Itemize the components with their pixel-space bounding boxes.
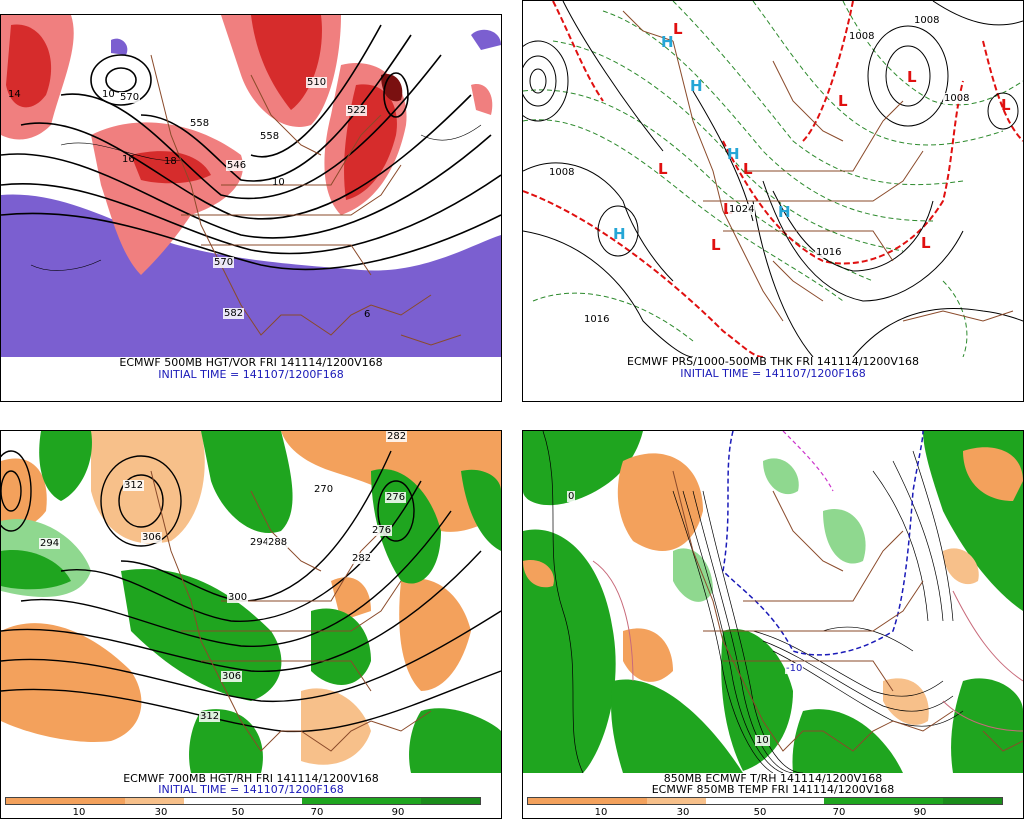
colorbar-tick: 90 [391, 807, 405, 818]
isobar-label: 1016 [583, 314, 611, 325]
contour-label: 306 [221, 671, 243, 682]
isobar-label: 1008 [548, 167, 576, 178]
contour-label: 276 [371, 525, 393, 536]
initial-time: INITIAL TIME = 141107/1200F168 [680, 367, 866, 380]
contour-label: 282 [386, 431, 408, 442]
isobar-label: 1016 [815, 247, 843, 258]
contour-label: 546 [226, 160, 248, 171]
contour-label: 558 [189, 118, 211, 129]
contour-label: 300 [227, 592, 249, 603]
initial-time: INITIAL TIME = 141107/1200F168 [158, 368, 344, 381]
contour-label: 288 [267, 537, 289, 548]
low-pressure-marker: L [658, 160, 668, 178]
high-pressure-marker: H [690, 77, 703, 95]
colorbar-tick: 70 [310, 807, 324, 818]
vorticity-label: 14 [8, 89, 21, 100]
colorbar-tick: 90 [913, 807, 927, 818]
colorbar-tick: 70 [832, 807, 846, 818]
panel-850mb-temp-rh: -10 0 10 850MB ECMWF T/RH 141114/1200V16… [522, 430, 1024, 819]
contour-label: 282 [351, 553, 373, 564]
temperature-label: 10 [755, 735, 770, 746]
high-pressure-marker: H [727, 145, 740, 163]
low-pressure-marker: L [921, 234, 931, 252]
contour-label: 294 [249, 537, 271, 548]
map-700mb-rh [1, 431, 501, 773]
colorbar-ticks: 10 30 50 70 90 [527, 807, 1003, 818]
panel-pressure-thickness: H H H H H L L L L L L L L L 1008 1016 10… [522, 0, 1024, 402]
vorticity-label: 18 [164, 156, 177, 167]
temperature-label: 0 [567, 491, 576, 502]
vorticity-label: 10 [102, 89, 115, 100]
colorbar-tick: 30 [676, 807, 690, 818]
map-500mb-vorticity [1, 15, 501, 357]
low-pressure-marker: L [907, 68, 917, 86]
contour-label: 312 [199, 711, 221, 722]
isobar-label: 1008 [943, 93, 971, 104]
colorbar-tick: 50 [231, 807, 245, 818]
low-pressure-marker: L [743, 160, 753, 178]
panel-700mb-rh: 312 306 294 300 306 312 282 276 270 294 … [0, 430, 502, 819]
temperature-label: -10 [785, 663, 804, 674]
contour-label: 306 [141, 532, 163, 543]
colorbar-tick: 10 [594, 807, 608, 818]
panel-caption-secondary: ECMWF 850MB TEMP FRI 141114/1200V168 [651, 783, 895, 796]
rh-colorbar [527, 797, 1003, 805]
rh-colorbar [5, 797, 481, 805]
contour-label: 582 [223, 308, 245, 319]
high-pressure-marker: H [778, 203, 791, 221]
low-pressure-marker: L [673, 20, 683, 38]
contour-label: 270 [313, 484, 335, 495]
contour-label: 570 [119, 92, 141, 103]
vorticity-label: 6 [364, 309, 371, 320]
low-pressure-marker: L [838, 92, 848, 110]
colorbar-ticks: 10 30 50 70 90 [5, 807, 481, 818]
contour-label: 510 [306, 77, 328, 88]
colorbar-tick: 30 [154, 807, 168, 818]
initial-time: INITIAL TIME = 141107/1200F168 [158, 783, 344, 796]
panel-caption: 850MB ECMWF T/RH 141114/1200V168 [663, 772, 883, 785]
contour-label: 276 [385, 492, 407, 503]
contour-label: 522 [346, 105, 368, 116]
panel-500mb-vorticity: 570 558 546 558 522 510 570 582 14 16 18… [0, 14, 502, 402]
isobar-label: 1008 [913, 15, 941, 26]
contour-label: 294 [39, 538, 61, 549]
high-pressure-marker: H [661, 33, 674, 51]
panel-caption: ECMWF 700MB HGT/RH FRI 141114/1200V168 [123, 772, 379, 785]
high-pressure-marker: H [613, 225, 626, 243]
map-pressure-thickness [523, 1, 1023, 357]
colorbar-tick: 10 [72, 807, 86, 818]
map-850mb-temp-rh [523, 431, 1023, 773]
panel-caption: ECMWF 500MB HGT/VOR FRI 141114/1200V168 [119, 356, 383, 369]
contour-label: 570 [213, 257, 235, 268]
low-pressure-marker: L [1001, 96, 1011, 114]
vorticity-label: 16 [122, 154, 135, 165]
contour-label: 558 [259, 131, 281, 142]
colorbar-tick: 50 [753, 807, 767, 818]
isobar-label: 1024 [728, 204, 756, 215]
low-pressure-marker: L [711, 236, 721, 254]
low-pressure-marker: L [723, 201, 733, 217]
panel-caption: ECMWF PRS/1000-500MB THK FRI 141114/1200… [627, 355, 919, 368]
vorticity-label: 10 [272, 177, 285, 188]
isobar-label: 1008 [848, 31, 876, 42]
contour-label: 312 [123, 480, 145, 491]
